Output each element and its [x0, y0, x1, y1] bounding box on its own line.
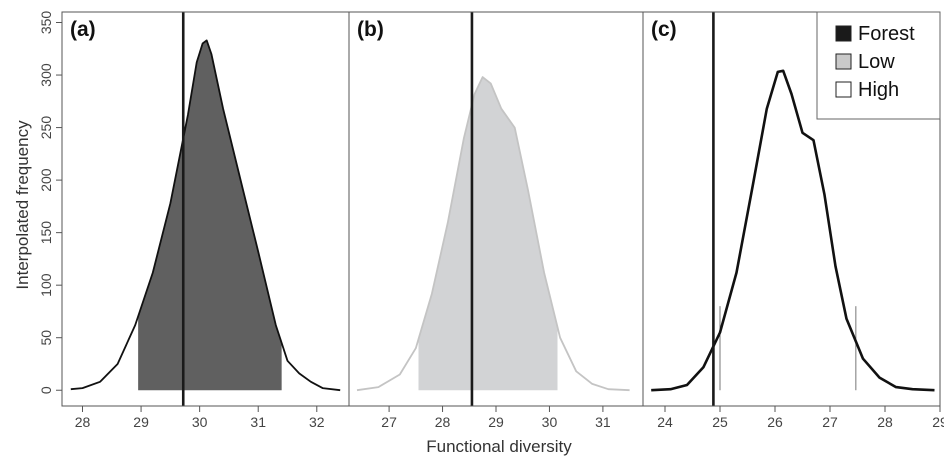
x-tick-label: 29 [932, 414, 944, 430]
x-tick-label: 30 [542, 414, 558, 430]
x-tick-label: 31 [250, 414, 266, 430]
panel-frame [642, 11, 941, 407]
legend-swatch-high [835, 81, 852, 98]
density-curve [70, 39, 341, 392]
panel-b: 27 28 29 30 31 (b) [348, 11, 644, 430]
x-tick-label: 27 [381, 414, 397, 430]
panel-a: 28 29 30 31 32 (a) [61, 11, 350, 430]
y-tick-label: 100 [38, 273, 54, 297]
legend-label-low: Low [858, 51, 895, 73]
legend: Forest Low High [816, 11, 941, 120]
density-curve [651, 69, 935, 392]
y-tick-label: 300 [38, 63, 54, 87]
density-curve [356, 76, 630, 392]
y-axis-title: Interpolated frequency [13, 120, 32, 290]
panel-label: (c) [651, 18, 677, 41]
chart-panels: 28 29 30 31 32 (a) 27 28 29 30 31 (b) 24 25 26 27 28 29 (c… [61, 11, 944, 430]
y-tick-label: 350 [38, 11, 54, 35]
x-tick-label: 26 [767, 414, 783, 430]
density-area-95 [720, 70, 856, 391]
legend-swatch-forest [835, 25, 852, 42]
x-tick-label: 28 [435, 414, 451, 430]
y-tick-label: 200 [38, 168, 54, 192]
x-tick-label: 27 [822, 414, 838, 430]
legend-swatch-low [835, 53, 852, 70]
y-axis: 0 50 100 150 200 250 300 350 [38, 11, 63, 394]
y-tick-label: 150 [38, 221, 54, 245]
legend-label-high: High [858, 79, 899, 101]
panel-label: (b) [357, 18, 384, 41]
y-tick-label: 50 [38, 330, 54, 346]
x-tick-label: 29 [488, 414, 504, 430]
x-tick-label: 29 [133, 414, 149, 430]
panel-label: (a) [70, 18, 96, 41]
x-tick-label: 24 [657, 414, 673, 430]
x-tick-label: 25 [712, 414, 728, 430]
x-tick-label: 28 [75, 414, 91, 430]
legend-label-forest: Forest [858, 23, 915, 45]
x-axis-title: Functional diversity [426, 437, 572, 456]
y-tick-label: 0 [38, 386, 54, 394]
y-tick-label: 250 [38, 116, 54, 140]
x-tick-label: 31 [595, 414, 611, 430]
density-area-95 [138, 40, 282, 391]
x-tick-label: 32 [309, 414, 325, 430]
x-tick-label: 30 [192, 414, 208, 430]
x-tick-label: 28 [877, 414, 893, 430]
panel-c: 24 25 26 27 28 29 (c) [642, 11, 944, 430]
density-area-95 [418, 77, 558, 391]
